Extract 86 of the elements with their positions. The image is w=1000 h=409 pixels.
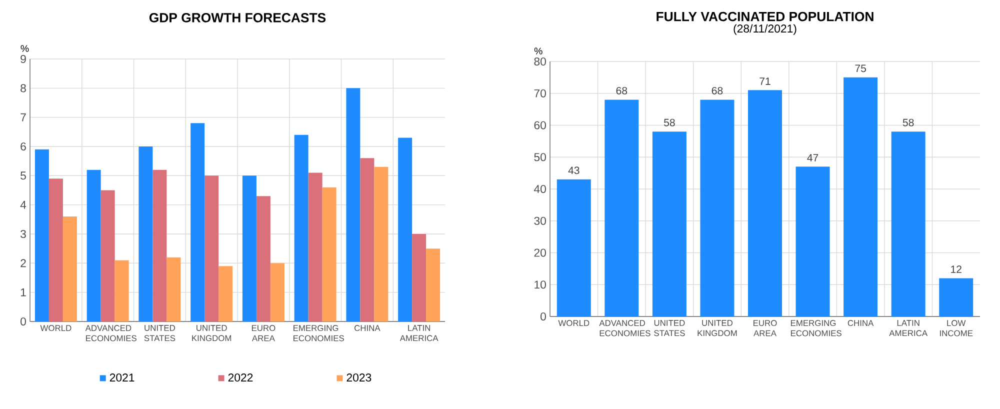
y-tick-label: 80 (534, 57, 546, 66)
bar (700, 100, 734, 316)
data-label: 75 (855, 64, 866, 72)
x-tick-label: UNITED STATES (144, 325, 176, 342)
bar (270, 263, 284, 322)
bar (242, 176, 256, 322)
data-label: 12 (951, 266, 962, 273)
y-tick-label: 9 (20, 54, 26, 64)
bar (114, 260, 129, 322)
x-tick-label: EURO AREA (252, 325, 276, 342)
y-tick-label: 0 (540, 312, 546, 321)
x-tick-label: ADVANCED ECONOMIES (599, 320, 650, 336)
y-tick-label: 3 (20, 230, 26, 238)
y-axis-title: % (534, 48, 542, 54)
data-label: 58 (902, 118, 914, 126)
y-tick-label: 1 (20, 288, 26, 296)
data-label: 47 (807, 154, 818, 162)
bar (34, 149, 49, 322)
y-tick-label: 60 (534, 121, 546, 130)
bar (62, 216, 77, 322)
y-tick-label: 30 (534, 216, 546, 225)
data-label: 68 (616, 86, 628, 94)
bar (412, 234, 426, 322)
bar (556, 179, 591, 316)
bar (322, 187, 336, 322)
chart-subtitle: (28/11/2021) (734, 24, 796, 35)
x-tick-label: LOW INCOME (940, 320, 973, 336)
x-tick-label: UNITED KINGDOM (698, 320, 737, 336)
y-tick-label: 0 (20, 317, 26, 326)
x-tick-label: EURO AREA (754, 320, 777, 336)
y-tick-label: 20 (534, 248, 546, 257)
bar (256, 196, 270, 322)
bar (86, 170, 101, 322)
bar (190, 123, 205, 322)
x-tick-label: LATIN AMERICA (400, 325, 438, 342)
legend-label: 2022 (228, 374, 253, 382)
bar (748, 90, 782, 316)
chart-title: FULLY VACCINATED POPULATION (656, 12, 874, 22)
y-tick-label: 70 (534, 89, 546, 98)
bar (218, 266, 233, 322)
x-tick-label: UNITED KINGDOM (192, 325, 232, 342)
bar (346, 88, 360, 322)
x-tick-label: CHINA (848, 320, 874, 326)
legend-label: 2021 (110, 374, 134, 382)
x-tick-label: EMERGING ECONOMIES (294, 325, 344, 342)
y-tick-label: 10 (534, 280, 546, 289)
bar (652, 132, 686, 316)
y-tick-label: 2 (20, 259, 26, 268)
y-tick-label: 4 (20, 200, 26, 209)
bar (308, 172, 322, 322)
bar (604, 100, 639, 316)
y-tick-label: 40 (534, 184, 546, 194)
bar (374, 166, 388, 322)
data-label: 71 (760, 78, 770, 85)
bar (166, 257, 181, 322)
legend-label: 2023 (346, 374, 372, 382)
bar (204, 176, 219, 322)
y-tick-label: 50 (534, 153, 546, 162)
y-tick-label: 8 (20, 84, 26, 92)
bar (844, 77, 878, 316)
bar (138, 146, 153, 322)
bar (398, 138, 412, 322)
x-tick-label: EMERGING ECONOMIES (790, 320, 842, 336)
bar (152, 170, 167, 322)
data-label: 43 (568, 166, 580, 174)
x-tick-label: WORLD (40, 325, 72, 332)
x-tick-label: ADVANCED ECONOMIES (85, 325, 136, 342)
bar (100, 190, 115, 322)
data-label: 68 (712, 86, 723, 94)
bar (360, 158, 374, 322)
bar (48, 178, 63, 322)
x-tick-label: UNITED STATES (654, 320, 685, 336)
bar (426, 248, 440, 322)
x-tick-label: WORLD (558, 320, 590, 326)
bar (891, 132, 926, 316)
chart-title: GDP GROWTH FORECASTS (149, 13, 326, 22)
x-tick-label: LATIN AMERICA (889, 320, 928, 336)
y-tick-label: 5 (20, 172, 26, 180)
bar (796, 166, 830, 316)
x-tick-label: CHINA (354, 325, 380, 332)
y-tick-label: 6 (20, 142, 26, 151)
y-axis-title: % (20, 45, 29, 52)
y-tick-label: 7 (20, 113, 26, 122)
bar (294, 134, 308, 322)
data-label: 58 (664, 118, 675, 126)
bar (939, 278, 974, 316)
